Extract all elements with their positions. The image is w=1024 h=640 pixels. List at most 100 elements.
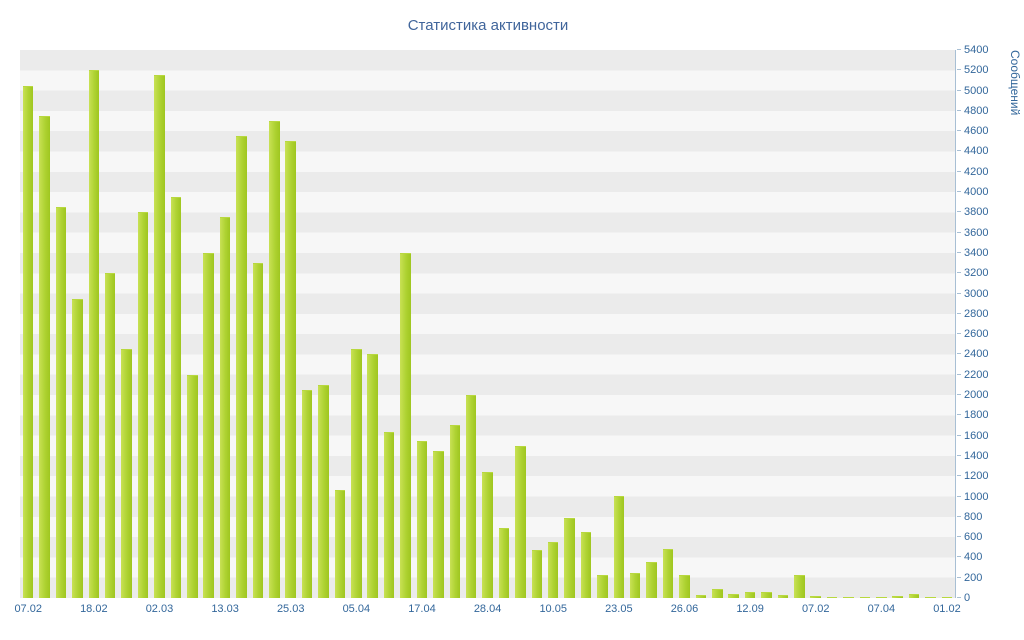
y-tick-label: 3800 — [964, 206, 989, 219]
x-tick-label: 28.04 — [473, 603, 502, 615]
bar — [843, 597, 854, 598]
bar — [400, 253, 411, 598]
y-tick-label: 5000 — [964, 84, 989, 97]
x-tick-label: 01.02 — [933, 603, 961, 615]
y-tick-mark — [957, 515, 961, 517]
bar-slot — [36, 50, 52, 598]
y-tick-label: 4400 — [964, 145, 989, 158]
y-tick-mark — [957, 536, 961, 538]
bar — [137, 212, 149, 598]
y-tick-mark — [957, 576, 961, 578]
bar — [728, 594, 739, 598]
y-tick-label: 4800 — [964, 104, 989, 117]
bar — [695, 595, 707, 598]
bar-slot — [184, 50, 200, 598]
y-tick-mark — [957, 333, 961, 335]
bar — [876, 597, 887, 598]
x-tick-label: 07.04 — [867, 603, 896, 615]
y-tick-mark — [957, 454, 961, 456]
bar-slot — [53, 50, 69, 598]
bar-slot: 26.06 — [671, 50, 698, 615]
bar-slot: 10.05 — [539, 50, 567, 615]
bar — [318, 385, 329, 598]
bar-slot — [463, 50, 479, 598]
bar — [104, 273, 116, 598]
y-tick-label: 5200 — [964, 64, 989, 77]
y-tick-label: 400 — [964, 551, 983, 564]
y-tick-label: 1000 — [964, 490, 989, 503]
bar-slot — [709, 50, 725, 598]
bar — [580, 532, 592, 598]
bar — [498, 528, 510, 598]
bar-slot — [643, 50, 659, 598]
bar — [941, 597, 953, 598]
bar-slot — [840, 50, 856, 598]
y-tick-label: 1600 — [964, 429, 989, 442]
bar — [383, 432, 395, 598]
y-tick-mark — [957, 150, 961, 152]
y-tick-mark — [957, 353, 961, 355]
y-tick-mark — [957, 89, 961, 91]
bar-slot — [299, 50, 315, 598]
bar-slot — [824, 50, 840, 598]
bar — [170, 197, 182, 598]
bar — [351, 349, 362, 598]
bar-slot — [250, 50, 266, 598]
y-axis-title: Сообщений — [1008, 50, 1022, 116]
bar-slot — [775, 50, 791, 598]
y-tick-mark — [957, 556, 961, 558]
x-tick-label: 13.03 — [211, 603, 239, 615]
y-tick-mark — [957, 414, 961, 416]
bar — [859, 597, 871, 598]
bar — [613, 496, 625, 598]
bar — [367, 354, 378, 598]
bar — [285, 141, 296, 598]
bar-slot — [315, 50, 331, 598]
x-tick-label: 07.02 — [14, 603, 42, 615]
x-tick-label: 05.04 — [342, 603, 371, 615]
bar-slot — [578, 50, 594, 598]
bar-slot — [266, 50, 282, 598]
bar — [908, 594, 920, 598]
y-tick-label: 2800 — [964, 307, 989, 320]
bar-slot: 05.04 — [343, 50, 370, 615]
bar-slot — [693, 50, 709, 598]
bar-slot — [496, 50, 512, 598]
y-tick-mark — [957, 272, 961, 274]
y-tick-mark — [957, 211, 961, 213]
y-tick-label: 0 — [964, 592, 971, 604]
y-tick-mark — [957, 495, 961, 497]
bar — [810, 596, 821, 598]
bar-slot — [627, 50, 643, 598]
y-tick-mark — [957, 292, 961, 294]
plot-area: 07.02 18.02 02.03 13.03 25.03 05.04 17.04 28.04… — [14, 50, 961, 615]
bar-slot: 17.04 — [408, 50, 436, 615]
bar — [712, 589, 723, 598]
y-tick-mark — [957, 109, 961, 111]
bar-slot: 07.02 — [14, 50, 42, 615]
x-tick-label: 17.04 — [408, 603, 436, 615]
bar-slot — [381, 50, 397, 598]
bar — [269, 121, 280, 598]
bar — [629, 573, 641, 598]
y-tick-label: 2400 — [964, 348, 989, 361]
bar-slot — [397, 50, 413, 598]
bar-slot — [594, 50, 610, 598]
bar — [203, 253, 214, 598]
y-tick-mark — [957, 394, 961, 396]
y-tick-label: 1200 — [964, 470, 989, 483]
bar — [826, 597, 838, 598]
bar-slot — [791, 50, 807, 598]
x-tick-label: 12.09 — [736, 603, 764, 615]
chart-title: Статистика активности — [407, 17, 569, 34]
bar-slot: 23.05 — [605, 50, 633, 615]
bar — [597, 575, 608, 598]
y-tick-mark — [957, 49, 961, 50]
y-tick-label: 200 — [964, 571, 983, 584]
y-tick-label: 600 — [964, 531, 983, 544]
bar — [39, 116, 50, 598]
bar — [531, 550, 543, 598]
bar-slot — [512, 50, 528, 598]
bar-slot — [922, 50, 938, 598]
bar — [925, 597, 936, 598]
